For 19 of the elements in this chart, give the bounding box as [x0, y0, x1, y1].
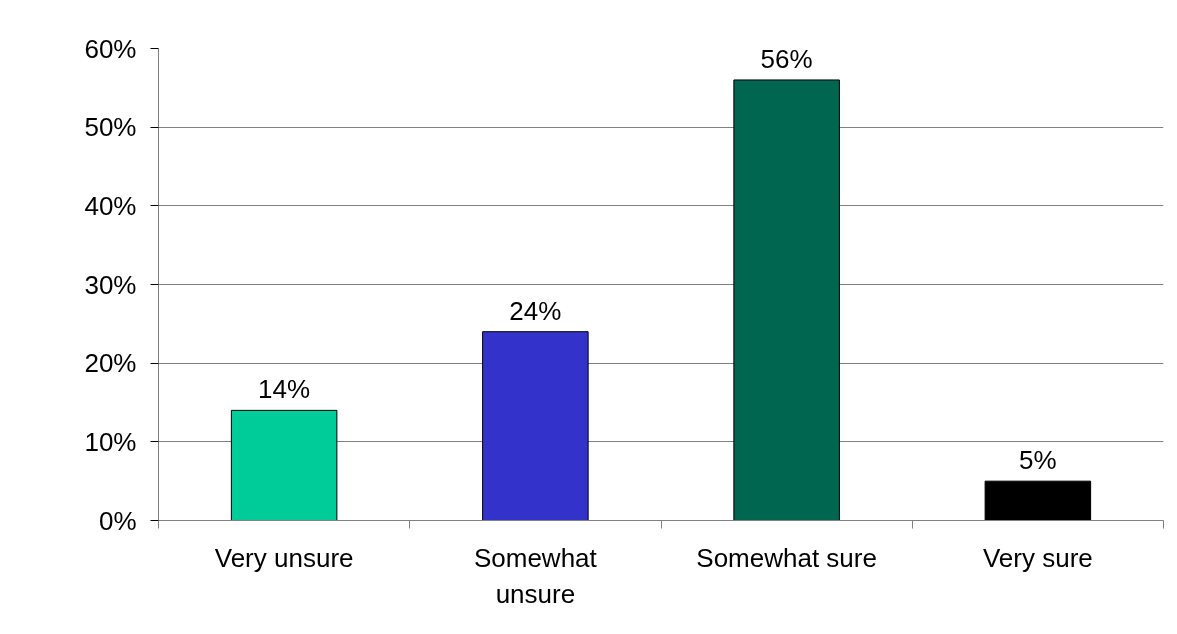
- x-tick-label: Very sure: [982, 542, 1093, 573]
- y-tick-label: 10%: [84, 426, 137, 457]
- data-label: 56%: [760, 43, 813, 74]
- y-tick-label: 40%: [84, 190, 137, 221]
- y-tick-label: 30%: [84, 269, 137, 300]
- data-label: 24%: [509, 295, 562, 326]
- y-tick-label: 20%: [84, 348, 137, 379]
- x-tick-label: Somewhat sure: [696, 542, 877, 573]
- bar: [984, 480, 1092, 521]
- x-tick-label: Somewhat unsure: [473, 542, 598, 609]
- y-tick-label: 50%: [84, 112, 137, 143]
- y-tick-label: 0%: [98, 505, 137, 536]
- y-tick-label: 60%: [84, 33, 137, 64]
- bar: [733, 79, 840, 521]
- bar: [482, 331, 589, 521]
- data-label: 14%: [258, 374, 311, 405]
- x-tick-label: Very unsure: [214, 542, 354, 573]
- bar: [230, 409, 338, 521]
- data-label: 5%: [1019, 445, 1057, 476]
